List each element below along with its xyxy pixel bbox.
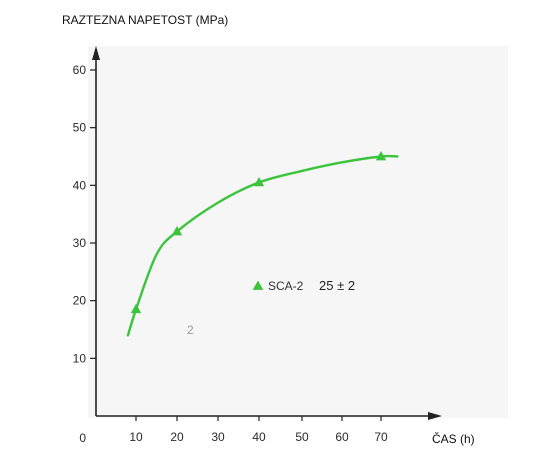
origin-label: 0 xyxy=(79,431,86,445)
legend-condition: 25 ± 2 xyxy=(319,278,355,293)
series-layer xyxy=(126,154,399,337)
x-axis-arrow xyxy=(428,412,442,420)
axes xyxy=(92,46,442,420)
x-tick-label: 40 xyxy=(252,430,266,444)
data-point-marker xyxy=(375,151,387,161)
y-tick-label: 50 xyxy=(73,121,87,135)
x-tick-label: 20 xyxy=(170,430,184,444)
x-axis-title: ČAS (h) xyxy=(432,431,475,446)
y-tick-label: 20 xyxy=(73,294,87,308)
ticks xyxy=(90,69,382,421)
plot-background xyxy=(88,46,508,418)
x-tick-label: 10 xyxy=(129,430,143,444)
markers-layer xyxy=(130,151,387,314)
x-tick-label: 30 xyxy=(211,430,225,444)
legend-marker xyxy=(252,280,264,290)
series-line-sca-2 xyxy=(126,154,399,337)
data-point-marker xyxy=(253,176,265,187)
legend-label: SCA-2 xyxy=(268,279,304,293)
y-tick-label: 10 xyxy=(73,351,87,365)
x-tick-label: 60 xyxy=(335,430,349,444)
legend: SCA-2 25 ± 2 xyxy=(252,278,355,293)
y-tick-label: 40 xyxy=(73,178,87,192)
x-tick-label: 70 xyxy=(374,430,388,444)
text-layer: 10 20 30 40 50 60 0 10 20 30 40 50 60 70 RAZTEZNA NAPE… xyxy=(62,13,475,446)
x-tick-label: 50 xyxy=(295,430,309,444)
y-axis-arrow xyxy=(92,46,100,60)
y-axis-title: RAZTEZNA NAPETOST (MPa) xyxy=(62,13,228,27)
annotation-label: 2 xyxy=(187,323,194,337)
y-tick-label: 30 xyxy=(73,236,87,250)
data-point-marker xyxy=(130,303,142,314)
data-point-marker xyxy=(171,225,183,236)
y-tick-label: 60 xyxy=(73,63,87,77)
